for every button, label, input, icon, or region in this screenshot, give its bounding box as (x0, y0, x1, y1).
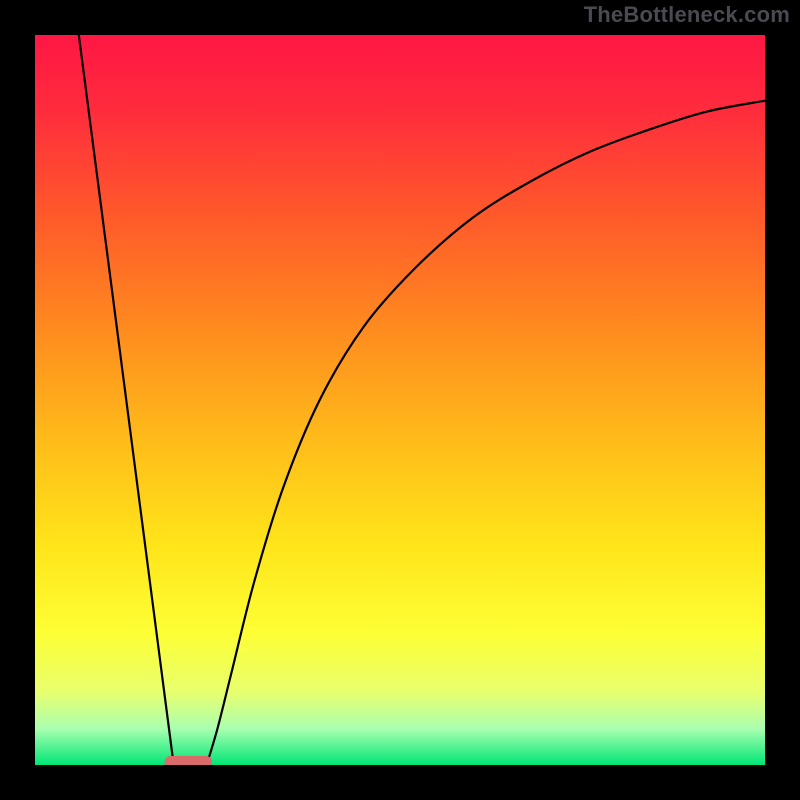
watermark-text: TheBottleneck.com (584, 2, 790, 28)
bottleneck-chart (0, 0, 800, 800)
chart-frame: TheBottleneck.com (0, 0, 800, 800)
plot-background (35, 35, 765, 765)
